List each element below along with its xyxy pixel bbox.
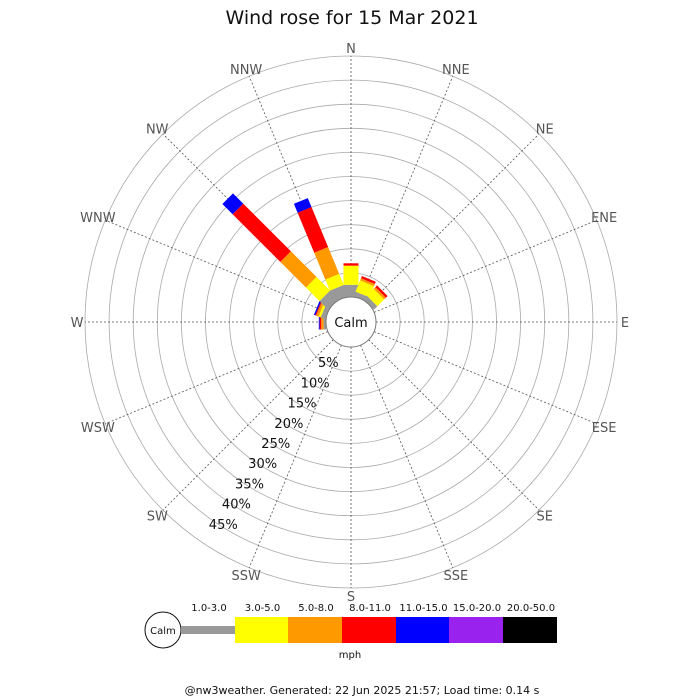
- spoke-nne: [360, 76, 454, 300]
- bar-ne-3.0-5.0: [366, 288, 385, 307]
- spoke-ene: [373, 219, 597, 313]
- bar-ne-1.0-3.0: [363, 295, 378, 310]
- bar-wnw-3.0-5.0: [318, 302, 327, 318]
- legend-label-5.0-8.0: 5.0-8.0: [298, 603, 333, 614]
- direction-label-n: N: [346, 42, 356, 57]
- spoke-se: [368, 339, 540, 511]
- direction-label-sw: SW: [147, 510, 168, 525]
- legend: Calm 1.0-3.0 3.0-5.0 5.0-8.0 8.0-11.0 11.0-1…: [144, 603, 557, 649]
- spoke-ne: [368, 133, 540, 305]
- spoke-wnw: [105, 219, 329, 313]
- legend-swatch-11.0-15.0: [396, 617, 449, 643]
- legend-label-15.0-20.0: 15.0-20.0: [453, 603, 501, 614]
- bar-nnw-8.0-11.0: [297, 207, 329, 253]
- bar-wnw-11.0-15.0: [313, 300, 321, 316]
- direction-label-s: S: [347, 590, 355, 605]
- legend-calm-label: Calm: [150, 626, 176, 637]
- direction-label-ese: ESE: [592, 421, 617, 436]
- spoke-sse: [360, 344, 454, 568]
- direction-label-wnw: WNW: [80, 211, 116, 226]
- bar-wnw-8.0-11.0: [315, 301, 322, 316]
- spoke-sw: [162, 339, 334, 511]
- direction-label-ene: ENE: [591, 211, 617, 226]
- legend-swatch-8.0-11.0: [342, 617, 396, 643]
- bar-nne-5.0-8.0: [360, 278, 375, 287]
- bar-nw-3.0-5.0: [305, 276, 331, 302]
- calm-label: Calm: [334, 316, 367, 331]
- bar-ne-5.0-8.0: [373, 287, 386, 300]
- calm-circle: [325, 296, 377, 348]
- radial-label: 15%: [288, 397, 317, 412]
- bar-wnw-5.0-8.0: [316, 301, 325, 317]
- legend-unit-label: mph: [339, 650, 361, 661]
- bar-nnw-5.0-8.0: [314, 247, 340, 280]
- bar-nnw-11.0-15.0: [293, 198, 312, 213]
- legend-swatch-3.0-5.0: [235, 617, 288, 643]
- direction-label-se: SE: [537, 510, 553, 525]
- spoke-ese: [373, 331, 597, 425]
- radial-label: 40%: [222, 498, 251, 513]
- legend-swatch-5.0-8.0: [288, 617, 342, 643]
- bar-nnw-3.0-5.0: [325, 273, 344, 291]
- radial-label: 35%: [235, 477, 264, 492]
- bar-ne-8.0-11.0: [375, 285, 388, 298]
- legend-swatch-20.0-50.0: [503, 617, 557, 643]
- legend-swatch-15.0-20.0: [449, 617, 503, 643]
- radial-label: 5%: [318, 356, 339, 371]
- direction-label-wsw: WSW: [81, 421, 115, 436]
- bar-w-11.0-15.0: [318, 314, 320, 330]
- spoke-wsw: [105, 331, 329, 425]
- bar-nw-8.0-11.0: [232, 203, 291, 262]
- legend-label-3.0-5.0: 3.0-5.0: [245, 603, 280, 614]
- direction-label-nne: NNE: [442, 63, 470, 78]
- legend-label-20.0-50.0: 20.0-50.0: [507, 603, 555, 614]
- direction-label-e: E: [621, 316, 629, 331]
- radial-label: 25%: [261, 437, 290, 452]
- spoke-ssw: [248, 344, 342, 568]
- wind-bars: [222, 193, 388, 330]
- legend-swatch-1.0-3.0: [181, 626, 235, 634]
- bar-n-3.0-5.0: [343, 265, 359, 285]
- direction-label-ne: NE: [536, 122, 554, 137]
- bar-nw-11.0-15.0: [222, 193, 244, 215]
- legend-label-11.0-15.0: 11.0-15.0: [399, 603, 447, 614]
- direction-label-w: W: [71, 316, 84, 331]
- footer-text: @nw3weather. Generated: 22 Jun 2025 21:5…: [185, 684, 540, 697]
- radial-label: 30%: [248, 457, 277, 472]
- bar-w-8.0-11.0: [319, 314, 322, 330]
- calm-circle-group: Calm: [325, 296, 377, 348]
- direction-label-sse: SSE: [443, 569, 468, 584]
- radial-label: 10%: [301, 376, 330, 391]
- bar-nw-5.0-8.0: [280, 251, 317, 288]
- radial-label: 20%: [274, 417, 303, 432]
- bar-nne-8.0-11.0: [361, 276, 376, 284]
- bar-n-8.0-11.0: [343, 263, 359, 266]
- radial-percent-labels: 5% 10% 15% 20% 25% 30% 35% 40% 45%: [209, 356, 339, 533]
- direction-label-nw: NW: [146, 122, 169, 137]
- legend-label-8.0-11.0: 8.0-11.0: [349, 603, 391, 614]
- radial-label: 45%: [209, 518, 238, 533]
- direction-labels: N NNE NE ENE E ESE SE SSE S SSW SW WSW W WNW NW NNW: [71, 42, 630, 605]
- chart-title: Wind rose for 15 Mar 2021: [225, 7, 478, 29]
- direction-spokes: [85, 56, 617, 588]
- direction-label-ssw: SSW: [231, 569, 261, 584]
- legend-label-1.0-3.0: 1.0-3.0: [191, 603, 226, 614]
- direction-label-nnw: NNW: [230, 63, 262, 78]
